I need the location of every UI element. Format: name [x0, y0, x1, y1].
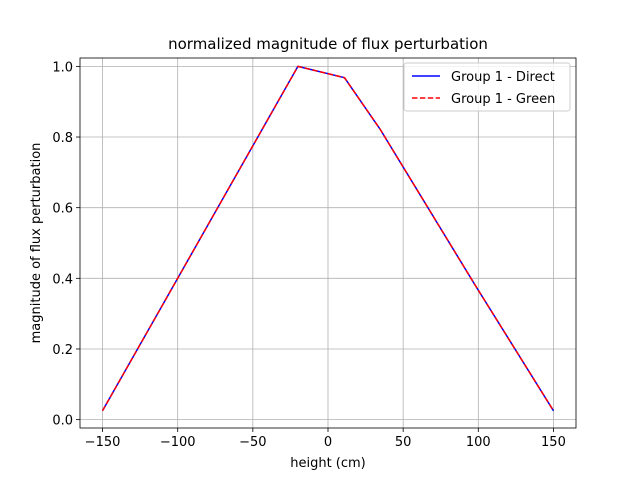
legend-box — [403, 62, 571, 112]
legend-label: Group 1 - Green — [451, 92, 555, 107]
y-tick-label: 0.8 — [52, 131, 73, 146]
x-tick-label: 0 — [324, 435, 332, 450]
legend: Group 1 - Direct Group 1 - Green — [403, 62, 571, 112]
x-tick-label: −150 — [85, 435, 121, 450]
y-tick-label: 0.4 — [52, 272, 73, 287]
x-tick-label: 100 — [466, 435, 491, 450]
x-tick-label: 150 — [541, 435, 566, 450]
x-tick-label: −50 — [239, 435, 266, 450]
x-tick-label: 50 — [395, 435, 412, 450]
x-tick-label: −100 — [160, 435, 196, 450]
y-axis-ticks: 0.0 0.2 0.4 0.6 0.8 1.0 — [52, 60, 80, 429]
grid-lines — [80, 58, 576, 428]
y-tick-label: 0.6 — [52, 202, 73, 217]
series-line-2 — [101, 65, 555, 412]
y-axis-label: magnitude of flux perturbation — [29, 143, 44, 344]
x-axis-label: height (cm) — [290, 456, 366, 471]
legend-label: Group 1 - Direct — [451, 70, 555, 85]
y-tick-label: 0.2 — [52, 343, 73, 358]
chart-title: normalized magnitude of flux perturbatio… — [168, 35, 488, 53]
x-axis-ticks: −150 −100 −50 0 50 100 150 — [85, 428, 566, 450]
y-tick-label: 0.0 — [52, 414, 73, 429]
series-layer — [101, 65, 555, 412]
y-tick-label: 1.0 — [52, 60, 73, 75]
